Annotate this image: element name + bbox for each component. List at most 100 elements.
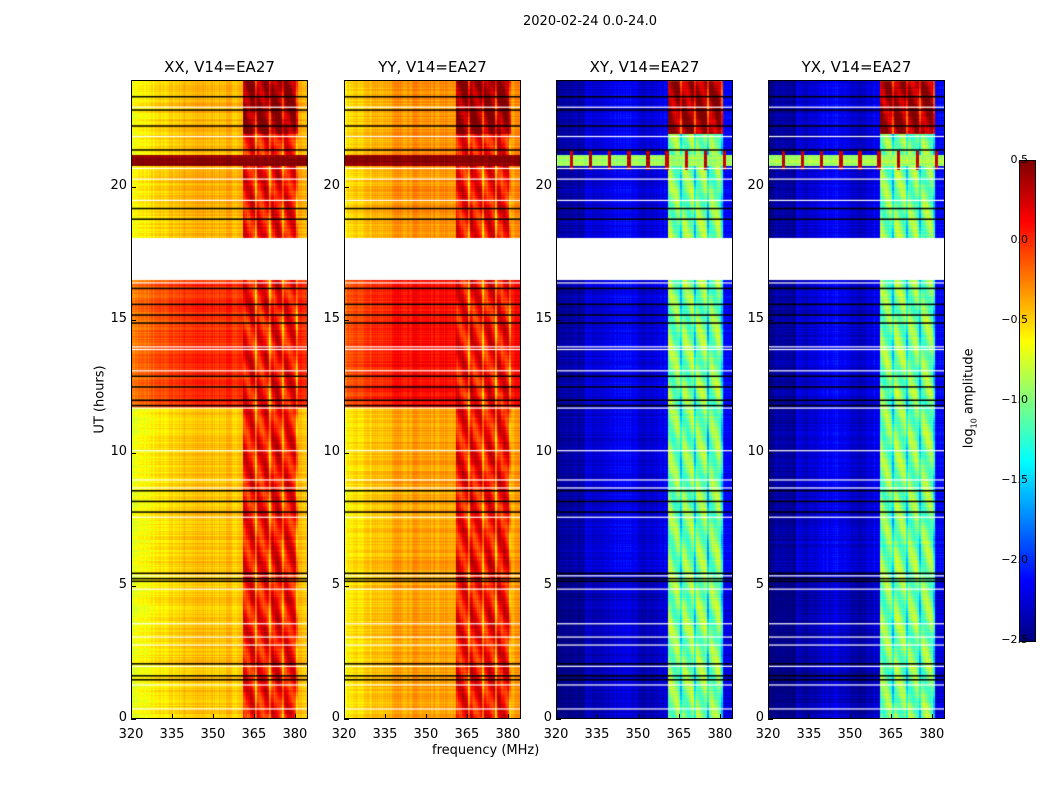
x-tick-mark: [931, 714, 933, 719]
y-tick-label: 20: [747, 177, 764, 193]
y-tick-label: 15: [110, 310, 127, 326]
colorbar-tick-label: −2.0: [1001, 553, 1028, 566]
y-tick-label: 15: [535, 310, 552, 326]
y-tick-label: 20: [535, 177, 552, 193]
x-tick-mark: [131, 714, 132, 719]
y-tick-mark: [768, 452, 773, 454]
x-tick-label: 335: [584, 727, 610, 742]
y-tick-label: 20: [323, 177, 340, 193]
y-tick-mark: [768, 585, 773, 587]
y-tick-mark: [344, 452, 349, 454]
x-tick-label: 365: [241, 727, 267, 742]
panel-title: YY, V14=EA27: [378, 58, 487, 76]
figure-title: 2020-02-24 0.0-24.0: [523, 14, 657, 29]
y-tick-label: 20: [110, 177, 127, 193]
colorbar-tick-label: 0.5: [1010, 153, 1029, 166]
y-tick-mark: [556, 186, 561, 188]
y-tick-label: 10: [323, 443, 340, 459]
y-tick-mark: [768, 186, 773, 188]
x-tick-label: 350: [837, 727, 863, 742]
y-tick-label: 0: [331, 710, 340, 725]
x-tick-label: 380: [495, 727, 521, 742]
x-tick-mark: [596, 714, 598, 719]
axes-frame: [344, 80, 521, 719]
waterfall-panel-xy: XY, V14=EA27 320 335 350 365 380 0 5 10 15 20: [535, 58, 733, 742]
x-tick-mark: [425, 714, 427, 719]
axes-frame: [131, 80, 308, 719]
axes-frame: [768, 80, 945, 719]
y-tick-label: 10: [535, 443, 552, 459]
x-tick-label: 365: [454, 727, 480, 742]
colorbar-tick-label: −1.5: [1001, 473, 1028, 486]
y-tick-label: 5: [118, 576, 127, 592]
y-tick-mark: [131, 452, 136, 454]
colorbar-label: log10 amplitude: [961, 348, 979, 449]
x-tick-mark: [637, 714, 639, 719]
y-tick-label: 0: [543, 710, 552, 725]
x-tick-label: 380: [707, 727, 733, 742]
y-tick-mark: [344, 186, 349, 188]
y-tick-mark: [131, 186, 136, 188]
x-tick-label: 365: [878, 727, 904, 742]
panel-title: XY, V14=EA27: [589, 58, 700, 76]
x-tick-label: 335: [372, 727, 398, 742]
heatmap-image: [131, 80, 308, 719]
y-tick-label: 15: [747, 310, 764, 326]
x-tick-label: 365: [666, 727, 692, 742]
x-tick-mark: [171, 714, 173, 719]
x-tick-label: 320: [331, 727, 357, 742]
colorbar-tick-label: −1.0: [1001, 393, 1028, 406]
x-tick-mark: [253, 714, 255, 719]
x-tick-label: 320: [755, 727, 781, 742]
colorbar-tick-label: −2.5: [1001, 633, 1028, 646]
x-tick-label: 320: [118, 727, 144, 742]
x-tick-mark: [849, 714, 851, 719]
x-tick-mark: [466, 714, 468, 719]
y-axis-label: UT (hours): [92, 365, 108, 434]
axes-frame: [556, 80, 733, 719]
y-tick-mark: [344, 719, 349, 720]
x-tick-mark: [344, 714, 345, 719]
x-tick-mark: [890, 714, 892, 719]
y-tick-mark: [768, 719, 773, 720]
x-tick-label: 335: [796, 727, 822, 742]
x-tick-label: 380: [282, 727, 308, 742]
y-tick-mark: [131, 585, 136, 587]
colorbar-tick-label: 0.0: [1010, 233, 1029, 246]
y-tick-mark: [768, 319, 773, 321]
x-tick-mark: [384, 714, 386, 719]
y-tick-label: 15: [323, 310, 340, 326]
y-tick-mark: [556, 585, 561, 587]
y-tick-mark: [344, 319, 349, 321]
x-tick-mark: [507, 714, 509, 719]
x-tick-mark: [768, 714, 769, 719]
x-tick-label: 320: [543, 727, 569, 742]
y-tick-mark: [556, 319, 561, 321]
x-tick-mark: [719, 714, 721, 719]
x-tick-mark: [212, 714, 214, 719]
x-tick-mark: [294, 714, 296, 719]
y-tick-label: 0: [118, 710, 127, 725]
y-tick-label: 10: [747, 443, 764, 459]
waterfall-panel-xx: XX, V14=EA27 320 335 350 365 380 0 5 10 15 20: [110, 58, 308, 742]
x-axis-label: frequency (MHz): [432, 743, 540, 758]
y-tick-mark: [131, 719, 136, 720]
y-tick-label: 10: [110, 443, 127, 459]
waterfall-panel-yx: YX, V14=EA27 320 335 350 365 380 0 5 10 15 20: [747, 58, 945, 742]
y-tick-label: 5: [543, 576, 552, 592]
x-tick-label: 350: [413, 727, 439, 742]
y-tick-mark: [344, 585, 349, 587]
y-tick-mark: [131, 319, 136, 321]
x-tick-label: 380: [919, 727, 945, 742]
y-tick-mark: [556, 452, 561, 454]
x-tick-label: 350: [625, 727, 651, 742]
panel-title: XX, V14=EA27: [164, 58, 275, 76]
colorbar: [1019, 160, 1036, 642]
waterfall-panel-yy: YY, V14=EA27 320 335 350 365 380 0 5 10 15 20: [323, 58, 521, 742]
y-tick-label: 0: [755, 710, 764, 725]
y-tick-label: 5: [755, 576, 764, 592]
x-tick-label: 335: [159, 727, 185, 742]
panel-title: YX, V14=EA27: [801, 58, 912, 76]
x-tick-mark: [678, 714, 680, 719]
